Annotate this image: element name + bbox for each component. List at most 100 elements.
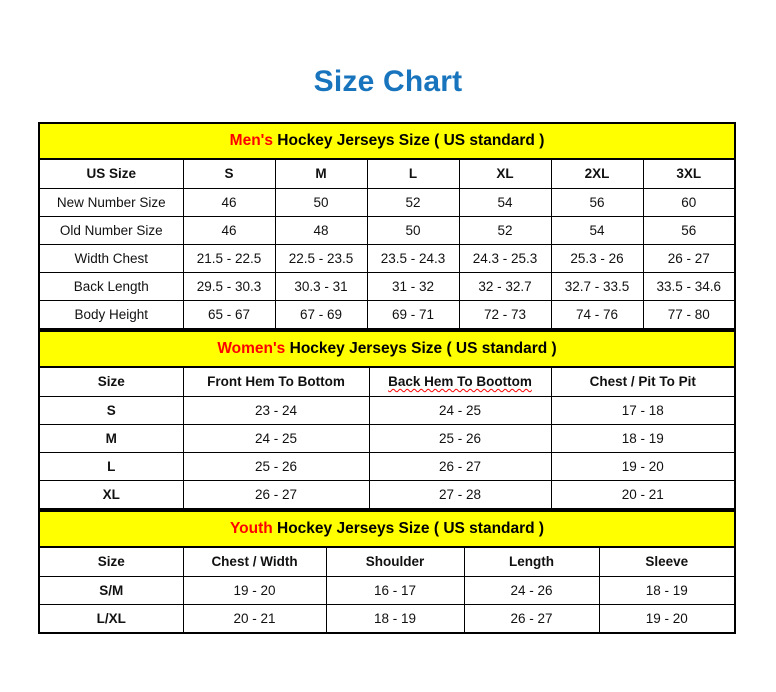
mens-cell-3-5: 33.5 - 34.6 <box>642 272 736 301</box>
mens-col-header-5: 2XL <box>550 158 644 189</box>
womens-cell-3-0: 26 - 27 <box>182 480 370 510</box>
youth-col-header-0: Size <box>38 546 184 577</box>
womens-cell-2-2: 19 - 20 <box>550 452 736 481</box>
mens-cell-0-2: 52 <box>366 188 460 217</box>
womens-col-header-3: Chest / Pit To Pit <box>550 366 736 397</box>
mens-row-label-0: New Number Size <box>38 188 184 217</box>
mens-cell-1-4: 54 <box>550 216 644 245</box>
table-row: Body Height 65 - 67 67 - 69 69 - 71 72 -… <box>38 300 736 330</box>
mens-cell-3-1: 30.3 - 31 <box>274 272 368 301</box>
womens-row-label-1: M <box>38 424 184 453</box>
table-row: New Number Size 46 50 52 54 56 60 <box>38 188 736 217</box>
table-row: Back Length 29.5 - 30.3 30.3 - 31 31 - 3… <box>38 272 736 301</box>
youth-cell-0-0: 19 - 20 <box>182 576 327 605</box>
youth-size-table: Youth Hockey Jerseys Size ( US standard … <box>37 510 737 634</box>
mens-cell-4-4: 74 - 76 <box>550 300 644 330</box>
youth-cell-1-0: 20 - 21 <box>182 604 327 634</box>
youth-cell-1-1: 18 - 19 <box>325 604 465 634</box>
womens-banner-accent: Women's <box>217 340 286 357</box>
mens-cell-4-3: 72 - 73 <box>458 300 552 330</box>
womens-cell-2-0: 25 - 26 <box>182 452 370 481</box>
table-row: S/M 19 - 20 16 - 17 24 - 26 18 - 19 <box>38 576 736 605</box>
womens-cell-0-0: 23 - 24 <box>182 396 370 425</box>
mens-col-header-0: US Size <box>38 158 184 189</box>
womens-banner-rest: Hockey Jerseys Size ( US standard ) <box>285 340 557 357</box>
womens-col-header-0: Size <box>38 366 184 397</box>
mens-cell-1-5: 56 <box>642 216 736 245</box>
mens-cell-0-0: 46 <box>182 188 276 217</box>
womens-cell-2-1: 26 - 27 <box>368 452 552 481</box>
womens-col-header-1: Front Hem To Bottom <box>182 366 370 397</box>
youth-banner-row: Youth Hockey Jerseys Size ( US standard … <box>37 510 737 548</box>
womens-cell-3-1: 27 - 28 <box>368 480 552 510</box>
youth-banner-cell: Youth Hockey Jerseys Size ( US standard … <box>37 510 737 548</box>
mens-cell-0-4: 56 <box>550 188 644 217</box>
youth-row-label-1: L/XL <box>38 604 184 634</box>
table-row: Old Number Size 46 48 50 52 54 56 <box>38 216 736 245</box>
mens-row-label-4: Body Height <box>38 300 184 330</box>
youth-column-header-row: Size Chest / Width Shoulder Length Sleev… <box>38 546 736 577</box>
misspelled-header-text: Back Hem To Boottom <box>388 374 532 389</box>
womens-cell-1-0: 24 - 25 <box>182 424 370 453</box>
womens-banner-cell: Women's Hockey Jerseys Size ( US standar… <box>38 330 736 368</box>
youth-cell-0-2: 24 - 26 <box>463 576 600 605</box>
youth-col-header-1: Chest / Width <box>182 546 327 577</box>
mens-cell-1-0: 46 <box>182 216 276 245</box>
mens-col-header-1: S <box>182 158 276 189</box>
womens-cell-0-1: 24 - 25 <box>368 396 552 425</box>
youth-banner-rest: Hockey Jerseys Size ( US standard ) <box>272 520 545 537</box>
womens-size-table: Women's Hockey Jerseys Size ( US standar… <box>38 330 736 510</box>
mens-banner-rest: Hockey Jerseys Size ( US standard ) <box>272 132 545 149</box>
youth-cell-0-3: 18 - 19 <box>598 576 736 605</box>
mens-cell-4-0: 65 - 67 <box>182 300 276 330</box>
mens-banner-cell: Men's Hockey Jerseys Size ( US standard … <box>37 122 737 160</box>
table-row: L 25 - 26 26 - 27 19 - 20 <box>38 452 736 481</box>
mens-cell-2-4: 25.3 - 26 <box>550 244 644 273</box>
table-row: L/XL 20 - 21 18 - 19 26 - 27 19 - 20 <box>38 604 736 634</box>
womens-row-label-3: XL <box>38 480 184 510</box>
mens-banner-accent: Men's <box>229 132 273 149</box>
table-row: XL 26 - 27 27 - 28 20 - 21 <box>38 480 736 510</box>
womens-row-label-2: L <box>38 452 184 481</box>
youth-col-header-3: Length <box>463 546 600 577</box>
mens-row-label-1: Old Number Size <box>38 216 184 245</box>
youth-cell-0-1: 16 - 17 <box>325 576 465 605</box>
mens-col-header-3: L <box>366 158 460 189</box>
page-title: Size Chart <box>313 65 463 98</box>
womens-cell-0-2: 17 - 18 <box>550 396 736 425</box>
mens-column-header-row: US Size S M L XL 2XL 3XL <box>38 158 736 189</box>
youth-cell-1-2: 26 - 27 <box>463 604 600 634</box>
mens-cell-1-1: 48 <box>274 216 368 245</box>
youth-col-header-4: Sleeve <box>598 546 736 577</box>
mens-cell-4-2: 69 - 71 <box>366 300 460 330</box>
womens-row-label-0: S <box>38 396 184 425</box>
womens-col-header-2: Back Hem To Boottom <box>368 366 552 397</box>
mens-cell-0-5: 60 <box>642 188 736 217</box>
mens-cell-4-5: 77 - 80 <box>642 300 736 330</box>
youth-cell-1-3: 19 - 20 <box>598 604 736 634</box>
mens-size-table: Men's Hockey Jerseys Size ( US standard … <box>37 122 737 330</box>
mens-cell-4-1: 67 - 69 <box>274 300 368 330</box>
table-row: M 24 - 25 25 - 26 18 - 19 <box>38 424 736 453</box>
table-row: S 23 - 24 24 - 25 17 - 18 <box>38 396 736 425</box>
mens-banner-row: Men's Hockey Jerseys Size ( US standard … <box>37 122 737 160</box>
youth-col-header-2: Shoulder <box>325 546 465 577</box>
mens-cell-1-3: 52 <box>458 216 552 245</box>
youth-row-label-0: S/M <box>38 576 184 605</box>
mens-cell-3-4: 32.7 - 33.5 <box>550 272 644 301</box>
womens-cell-1-2: 18 - 19 <box>550 424 736 453</box>
size-chart-container: Men's Hockey Jerseys Size ( US standard … <box>37 122 737 634</box>
mens-cell-2-3: 24.3 - 25.3 <box>458 244 552 273</box>
mens-cell-3-3: 32 - 32.7 <box>458 272 552 301</box>
youth-banner-accent: Youth <box>229 520 273 537</box>
womens-banner-row: Women's Hockey Jerseys Size ( US standar… <box>38 330 736 368</box>
womens-cell-3-2: 20 - 21 <box>550 480 736 510</box>
mens-cell-2-1: 22.5 - 23.5 <box>274 244 368 273</box>
table-row: Width Chest 21.5 - 22.5 22.5 - 23.5 23.5… <box>38 244 736 273</box>
womens-cell-1-1: 25 - 26 <box>368 424 552 453</box>
mens-cell-2-0: 21.5 - 22.5 <box>182 244 276 273</box>
mens-cell-3-0: 29.5 - 30.3 <box>182 272 276 301</box>
mens-cell-0-3: 54 <box>458 188 552 217</box>
mens-col-header-4: XL <box>458 158 552 189</box>
